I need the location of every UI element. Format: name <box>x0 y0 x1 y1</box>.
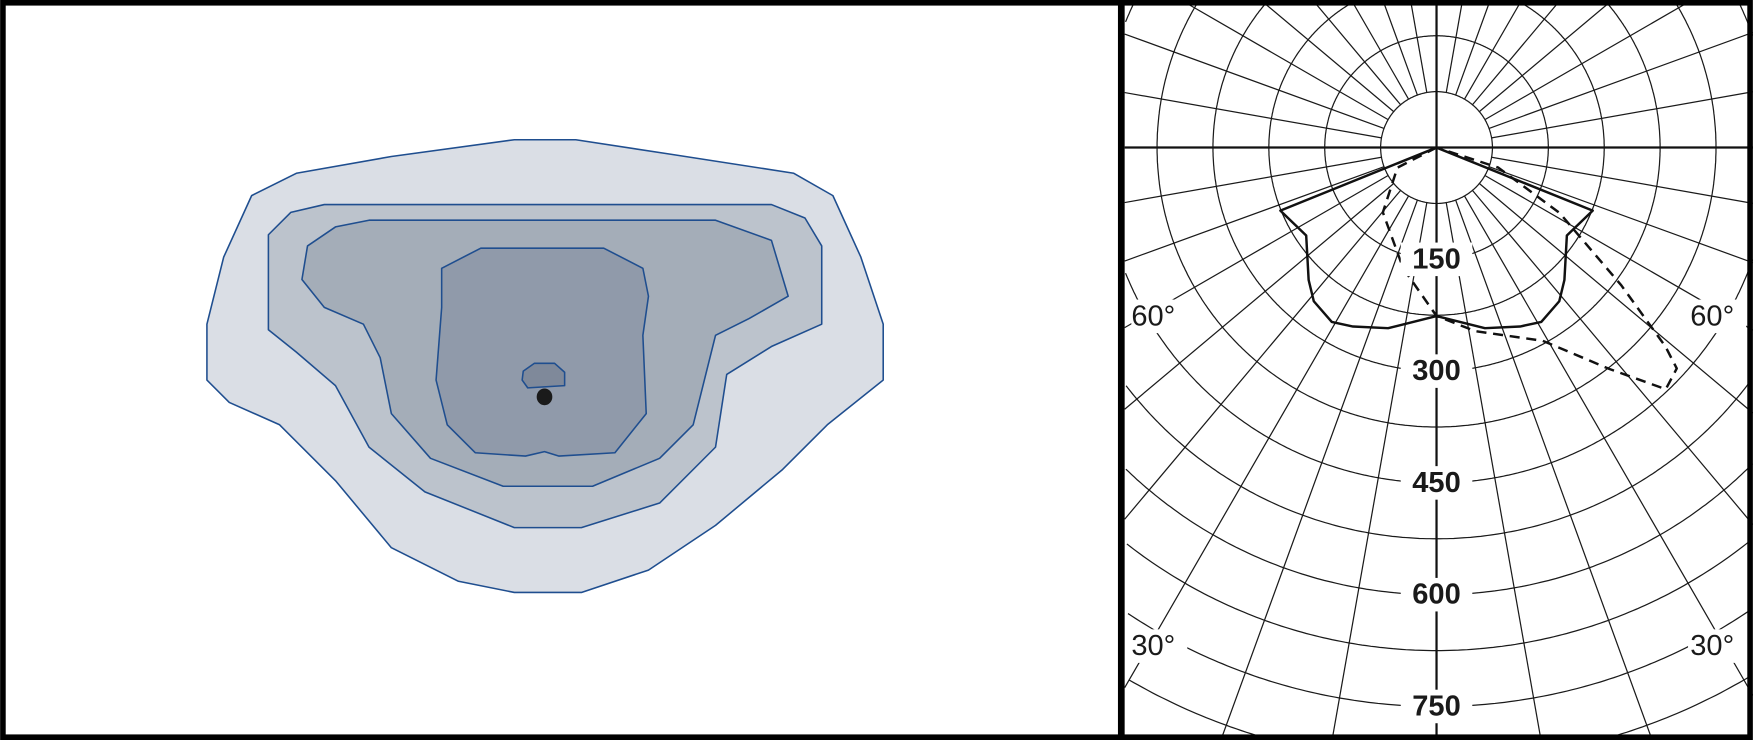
polar-ray <box>1478 0 1613 113</box>
polar-ring <box>1124 0 1753 484</box>
polar-ring <box>1156 1 1717 428</box>
polar-ray <box>1331 202 1428 740</box>
polar-ray <box>1124 195 1410 689</box>
intensity-curves <box>1279 146 1678 391</box>
value-label-bg <box>1400 577 1473 612</box>
isolux-diagram <box>206 138 884 594</box>
polar-ray <box>1220 199 1418 740</box>
luminaire-position-marker <box>536 388 553 406</box>
value-label-bg <box>1400 354 1473 388</box>
radial-value-label: 300 <box>1412 355 1460 387</box>
polar-ray <box>1312 0 1402 106</box>
isolux-contour-5 <box>521 362 566 389</box>
polar-ray <box>1471 189 1753 525</box>
polar-ray <box>1491 91 1753 139</box>
polar-ray <box>1124 183 1395 410</box>
polar-ray <box>1124 166 1385 262</box>
angle-label-left-30: 30° <box>1131 630 1175 662</box>
polar-ray <box>1488 166 1753 264</box>
polar-ring <box>1125 463 1753 596</box>
polar-ray <box>1471 0 1561 106</box>
value-label-bg <box>1400 242 1473 277</box>
polar-ring <box>1126 540 1751 652</box>
polar-ray <box>1260 0 1395 113</box>
polar-ray <box>1491 156 1753 204</box>
polar-ray <box>1455 0 1491 96</box>
radial-value-labels: 150 300 450 600 750 <box>1400 242 1473 724</box>
polar-ray <box>1124 33 1385 130</box>
polar-ray <box>1455 199 1653 740</box>
polar-ray <box>1463 195 1753 696</box>
isolux-contour-4 <box>435 247 650 457</box>
polar-ray <box>1463 0 1523 100</box>
radial-value-label: 750 <box>1412 690 1460 722</box>
polar-ray <box>1488 31 1753 130</box>
angle-label-left-60: 60° <box>1131 300 1175 332</box>
polar-ring <box>1128 676 1749 740</box>
radial-value-label: 450 <box>1412 467 1460 499</box>
radial-value-label: 150 <box>1412 243 1460 275</box>
polar-ray <box>1445 202 1542 740</box>
polar-ray <box>1445 0 1464 93</box>
polar-ray <box>1350 0 1410 100</box>
value-label-bg <box>1400 466 1473 500</box>
polar-ray <box>1478 183 1753 414</box>
polar-ray <box>1484 0 1693 121</box>
polar-ring <box>1212 0 1661 372</box>
angle-label-right-30: 30° <box>1690 630 1734 662</box>
polar-ray <box>1124 156 1382 204</box>
polar-ray <box>1382 0 1418 96</box>
polar-ray <box>1180 0 1389 121</box>
intensity-curve-dashed <box>1381 146 1678 391</box>
polar-ring <box>1125 379 1752 540</box>
angle-label-right-60: 60° <box>1690 300 1734 332</box>
polar-ray <box>1124 91 1382 139</box>
angle-labels: 60° 60° 30° 30° <box>1131 299 1747 663</box>
value-label-bg <box>1400 689 1473 724</box>
radial-value-label: 600 <box>1412 579 1460 611</box>
polar-ray <box>1409 0 1428 93</box>
polar-ring <box>1268 0 1605 316</box>
polar-intensity-diagram: 150 300 450 600 750 60° 60° 30° 30° <box>1124 0 1753 740</box>
polar-ray <box>1124 189 1402 520</box>
